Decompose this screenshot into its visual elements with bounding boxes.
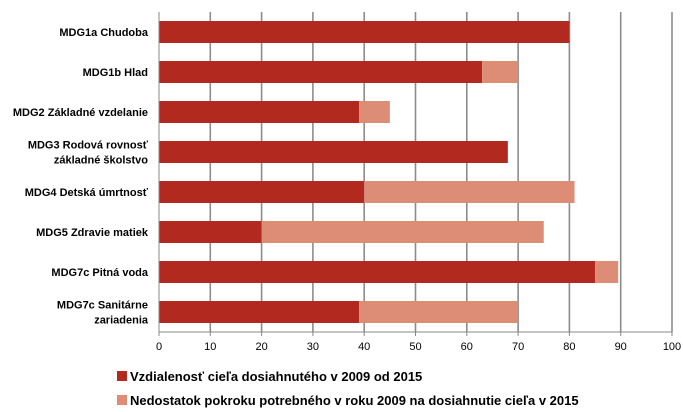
bars	[159, 21, 619, 323]
category-label: základné školstvo	[54, 155, 148, 167]
category-labels: MDG1a Chudoba MDG1b Hlad MDG2 Základné vzd…	[13, 27, 149, 327]
x-tick-label: 90	[615, 341, 627, 353]
category-label: MDG2 Základné vzdelanie	[13, 107, 148, 119]
bar-series-1-cat-8	[159, 301, 360, 323]
legend-label: Nedostatok pokroku potrebného v roku 200…	[130, 393, 579, 408]
category-label: MDG4 Detská úmrtnosť	[25, 187, 149, 199]
category-label: MDG1a Chudoba	[59, 27, 148, 39]
category-label: MDG7c Pitná voda	[51, 267, 148, 279]
category-label: zariadenia	[94, 315, 149, 327]
bar-series-1-cat-1	[159, 21, 570, 43]
x-tick-label: 80	[563, 341, 575, 353]
bar-series-2-cat-2	[482, 61, 519, 83]
bar-series-2-cat-6	[261, 221, 544, 243]
legend-label: Vzdialenosť cieľa dosiahnutého v 2009 od…	[130, 369, 422, 384]
legend-swatch	[117, 371, 127, 381]
category-label: MDG1b Hlad	[83, 67, 148, 79]
x-tick-label: 50	[409, 341, 421, 353]
category-label: MDG5 Zdravie matiek	[36, 227, 149, 239]
bar-series-1-cat-4	[159, 141, 508, 163]
x-tick-labels: 0 10 20 30 40 50 60 70 80 90 100	[156, 332, 681, 353]
legend-swatch	[117, 395, 127, 405]
x-tick-label: 10	[204, 341, 216, 353]
x-tick-label: 60	[461, 341, 473, 353]
bar-series-1-cat-6	[159, 221, 262, 243]
x-tick-label: 100	[663, 341, 681, 353]
legend: Vzdialenosť cieľa dosiahnutého v 2009 od…	[117, 369, 579, 408]
bar-series-1-cat-2	[159, 61, 483, 83]
bar-series-1-cat-7	[159, 261, 596, 283]
x-tick-label: 30	[307, 341, 319, 353]
bar-series-2-cat-7	[595, 261, 619, 283]
category-label: MDG7c Sanitárne	[57, 300, 148, 312]
x-tick-label: 40	[358, 341, 370, 353]
bar-series-2-cat-5	[364, 181, 575, 203]
bar-series-2-cat-3	[359, 101, 390, 123]
x-tick-label: 20	[255, 341, 267, 353]
category-label: MDG3 Rodová rovnosť	[28, 140, 149, 152]
x-tick-label: 70	[512, 341, 524, 353]
bar-series-2-cat-8	[359, 301, 519, 323]
gridlines	[209, 12, 673, 332]
bar-series-1-cat-5	[159, 181, 365, 203]
bar-series-1-cat-3	[159, 101, 360, 123]
x-tick-label: 0	[156, 341, 162, 353]
